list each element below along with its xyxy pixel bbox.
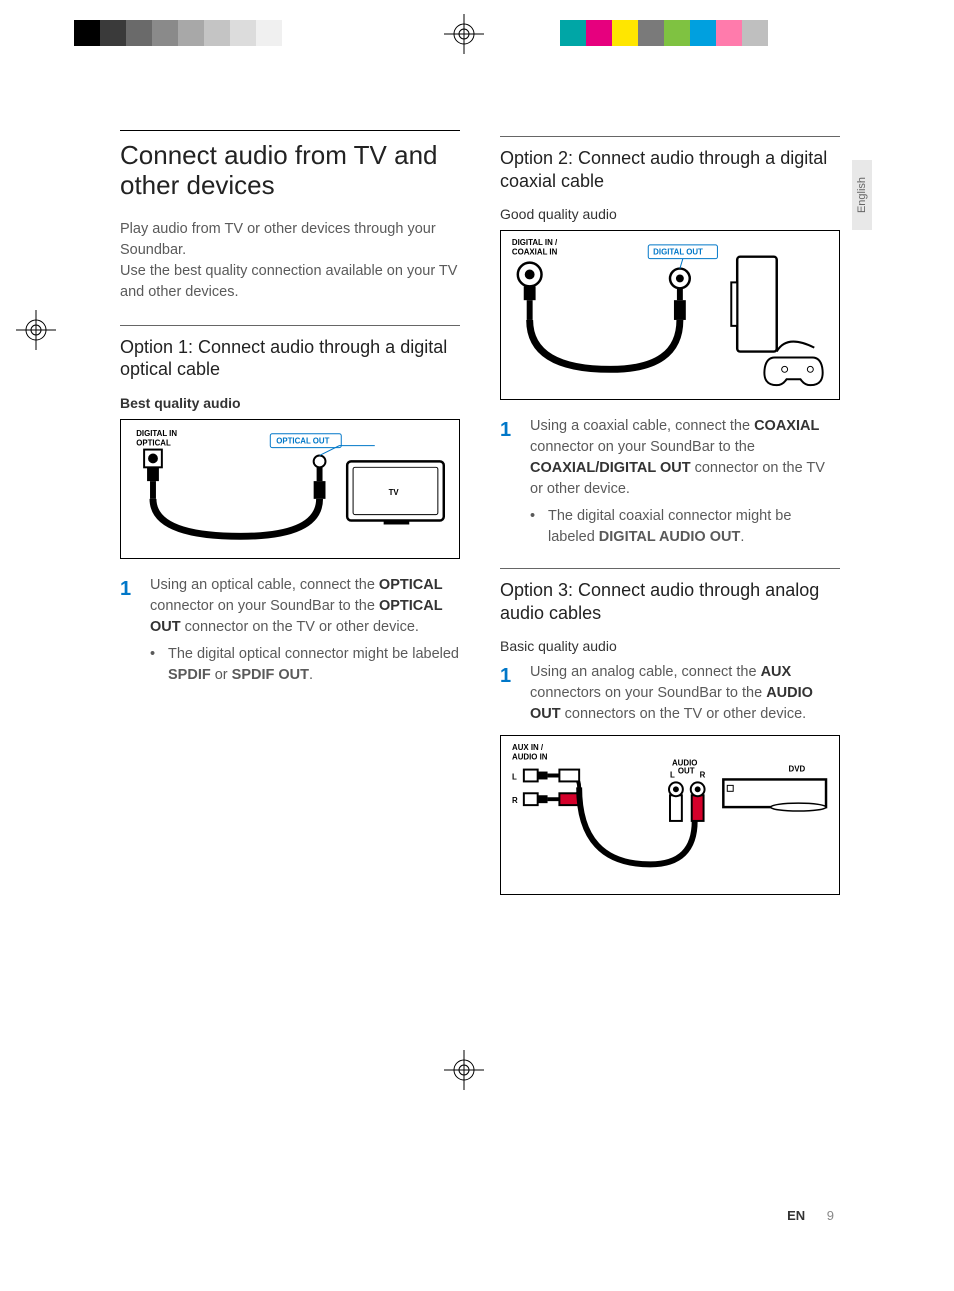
step-number: 1 [500, 662, 516, 725]
right-column: Option 2: Connect audio through a digita… [500, 130, 840, 911]
page-content: Connect audio from TV and other devices … [120, 130, 840, 911]
footer-lang: EN [787, 1208, 805, 1223]
footer-page: 9 [827, 1208, 834, 1223]
svg-text:DIGITAL IN: DIGITAL IN [136, 429, 177, 438]
page-footer: EN 9 [787, 1208, 834, 1223]
opt1-bullet: • The digital optical connector might be… [150, 644, 460, 686]
svg-text:L: L [670, 771, 675, 780]
svg-text:L: L [512, 773, 517, 782]
print-color-bar-color [560, 20, 794, 46]
print-color-bar-gray [74, 20, 308, 46]
opt3-rule [500, 568, 840, 569]
bullet-dot: • [530, 506, 538, 548]
left-column: Connect audio from TV and other devices … [120, 130, 460, 911]
opt3-heading: Option 3: Connect audio through analog a… [500, 579, 840, 624]
svg-text:DVD: DVD [789, 765, 806, 774]
opt2-bullet: • The digital coaxial connector might be… [530, 506, 840, 548]
intro-text: Play audio from TV or other devices thro… [120, 219, 460, 303]
language-tab: English [852, 160, 872, 230]
main-heading: Connect audio from TV and other devices [120, 141, 460, 201]
opt2-step1: 1 Using a coaxial cable, connect the COA… [500, 416, 840, 500]
opt2-quality: Good quality audio [500, 206, 840, 222]
opt3-diagram: AUX IN / AUDIO IN L R [500, 735, 840, 895]
opt1-rule [120, 325, 460, 326]
opt1-diagram: DIGITAL IN OPTICAL TV [120, 419, 460, 559]
bullet-dot: • [150, 644, 158, 686]
opt3-step1: 1 Using an analog cable, connect the AUX… [500, 662, 840, 725]
opt1-quality: Best quality audio [120, 395, 460, 411]
opt1-heading: Option 1: Connect audio through a digita… [120, 336, 460, 381]
svg-text:R: R [512, 796, 518, 805]
title-rule [120, 130, 460, 131]
svg-text:TV: TV [389, 488, 400, 497]
opt1-bullet-text: The digital optical connector might be l… [168, 644, 460, 686]
svg-text:OPTICAL OUT: OPTICAL OUT [276, 437, 329, 446]
opt3-quality: Basic quality audio [500, 638, 840, 654]
svg-text:R: R [700, 771, 706, 780]
opt2-heading: Option 2: Connect audio through a digita… [500, 147, 840, 192]
registration-mark-top [444, 14, 484, 54]
registration-mark-bottom [444, 1050, 484, 1090]
svg-text:COAXIAL IN: COAXIAL IN [512, 248, 558, 257]
svg-text:DIGITAL OUT: DIGITAL OUT [653, 248, 703, 257]
svg-text:AUX IN /: AUX IN / [512, 743, 544, 752]
opt1-step1-text: Using an optical cable, connect the OPTI… [150, 575, 460, 638]
language-tab-label: English [856, 177, 868, 213]
opt1-step1: 1 Using an optical cable, connect the OP… [120, 575, 460, 638]
registration-mark-left [16, 310, 56, 350]
svg-text:OPTICAL: OPTICAL [136, 438, 171, 447]
opt2-diagram: DIGITAL IN / COAXIAL IN [500, 230, 840, 400]
opt3-step1-text: Using an analog cable, connect the AUX c… [530, 662, 840, 725]
svg-text:AUDIO IN: AUDIO IN [512, 753, 548, 762]
svg-text:OUT: OUT [678, 767, 695, 776]
step-number: 1 [500, 416, 516, 500]
svg-text:DIGITAL IN /: DIGITAL IN / [512, 238, 558, 247]
opt2-step1-text: Using a coaxial cable, connect the COAXI… [530, 416, 840, 500]
opt2-rule [500, 136, 840, 137]
opt2-bullet-text: The digital coaxial connector might be l… [548, 506, 840, 548]
step-number: 1 [120, 575, 136, 638]
